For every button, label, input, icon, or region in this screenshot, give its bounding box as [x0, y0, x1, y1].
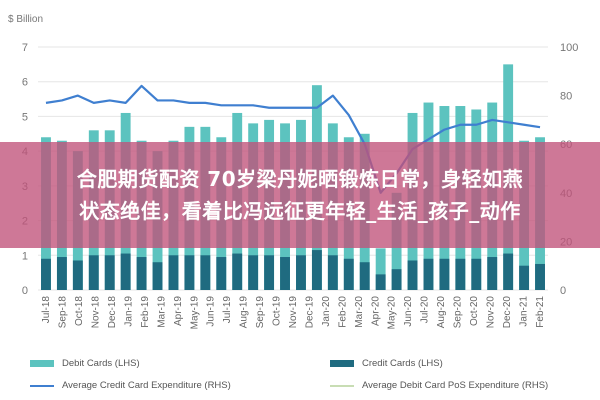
legend-swatch-debit: [30, 360, 54, 367]
x-tick-label: Nov-20: [485, 296, 496, 329]
credit-card-bar: [343, 258, 354, 290]
credit-card-bar: [264, 255, 275, 290]
line-series: [45, 84, 541, 194]
credit-card-bar: [423, 258, 434, 290]
legend-swatch-avg-credit: [30, 384, 54, 387]
credit-card-bar: [519, 265, 530, 290]
x-tick-label: Jul-19: [222, 296, 233, 324]
avg-credit-expenditure-line: [45, 84, 541, 194]
x-tick-label: Sep-19: [255, 296, 266, 329]
credit-card-bar: [375, 274, 386, 290]
x-tick-label: Jan-21: [518, 296, 529, 327]
promo-banner-line-2: 状态绝佳，看着比冯远征更年轻_生活_孩子_动作: [79, 199, 521, 223]
x-tick-label: Apr-19: [173, 296, 184, 326]
credit-card-bar: [503, 253, 514, 290]
legend-label-debit: Debit Cards (LHS): [62, 358, 140, 369]
debit-card-bar: [375, 248, 386, 290]
credit-card-bar: [439, 258, 450, 290]
legend-swatch-avg-debit: [330, 384, 354, 387]
credit-card-bar: [200, 255, 211, 290]
x-tick-label: May-20: [387, 296, 398, 330]
x-tick-label: Apr-20: [370, 296, 381, 326]
left-tick-label: 1: [22, 250, 28, 262]
left-axis-unit: $ Billion: [8, 14, 43, 25]
legend-item-avg-credit: Average Credit Card Expenditure (RHS): [30, 380, 231, 391]
x-tick-label: Mar-20: [354, 296, 365, 328]
credit-card-bar: [407, 260, 418, 290]
x-tick-label: Dec-18: [107, 296, 118, 329]
x-tick-label: Oct-19: [272, 296, 283, 326]
credit-card-bar: [136, 257, 147, 290]
credit-card-bar: [216, 257, 227, 290]
credit-card-bar: [232, 253, 243, 290]
credit-card-bar: [72, 260, 83, 290]
credit-card-bar: [41, 258, 51, 290]
credit-card-bar: [56, 257, 67, 290]
credit-card-bar: [120, 253, 131, 290]
credit-card-bar: [311, 250, 322, 290]
promo-banner-text: 合肥期货配资 70岁梁丹妮晒锻炼日常，身轻如燕 状态绝佳，看着比冯远征更年轻_生…: [0, 163, 600, 227]
right-tick-label: 100: [560, 42, 578, 54]
promo-banner: [0, 142, 600, 248]
left-tick-label: 5: [22, 111, 28, 123]
x-tick-label: Jan-20: [321, 296, 332, 327]
credit-card-bar: [184, 255, 195, 290]
x-tick-label: Jun-19: [206, 296, 217, 327]
credit-card-bar: [296, 255, 306, 290]
right-tick-label: 80: [560, 91, 572, 103]
credit-card-bar: [168, 255, 179, 290]
credit-card-bar: [280, 257, 290, 290]
x-tick-label: Jul-20: [420, 296, 431, 324]
x-tick-label: Sep-20: [453, 296, 464, 329]
legend-item-avg-debit: Average Debit Card PoS Expenditure (RHS): [330, 380, 548, 391]
x-tick-label: Aug-20: [436, 296, 447, 329]
x-tick-label: Feb-20: [337, 296, 348, 328]
credit-card-bar: [248, 255, 259, 290]
credit-card-bar: [487, 257, 498, 290]
x-tick-label: Feb-19: [140, 296, 151, 328]
credit-card-bar: [471, 258, 482, 290]
legend-label-avg-credit: Average Credit Card Expenditure (RHS): [62, 380, 231, 391]
x-tick-label: Dec-19: [304, 296, 315, 329]
legend-label-avg-debit: Average Debit Card PoS Expenditure (RHS): [362, 380, 549, 391]
credit-card-bar: [152, 262, 163, 290]
x-tick-label: Jul-18: [41, 296, 52, 324]
left-tick-label: 0: [22, 285, 28, 297]
x-tick-label: Jun-20: [403, 296, 414, 327]
x-tick-label: Nov-18: [91, 296, 102, 329]
left-tick-label: 6: [22, 77, 28, 89]
x-tick-label: May-19: [189, 296, 200, 330]
x-tick-label: Aug-19: [239, 296, 250, 329]
x-tick-label: Oct-20: [469, 296, 480, 326]
credit-card-bar: [391, 269, 402, 290]
x-tick-label: Sep-18: [58, 296, 69, 329]
legend-swatch-credit: [330, 360, 354, 367]
x-tick-label: Oct-18: [74, 296, 85, 326]
x-tick-label: Dec-20: [502, 296, 513, 329]
credit-card-bar: [104, 255, 115, 290]
x-tick-label: Jan-19: [123, 296, 134, 327]
credit-card-bar: [359, 262, 370, 290]
x-tick-label: Feb-21: [535, 296, 546, 328]
legend-item-debit-cards: Debit Cards (LHS): [30, 358, 140, 369]
credit-card-bar: [455, 258, 466, 290]
promo-banner-line-1: 合肥期货配资 70岁梁丹妮晒锻炼日常，身轻如燕: [76, 167, 524, 191]
credit-card-bar: [88, 255, 99, 290]
legend-label-credit: Credit Cards (LHS): [362, 358, 443, 369]
credit-card-bar: [327, 255, 338, 290]
chart-legend: Debit Cards (LHS) Credit Cards (LHS) Ave…: [20, 354, 590, 398]
right-tick-label: 0: [560, 285, 566, 297]
x-tick-label: Nov-19: [288, 296, 299, 329]
legend-item-credit-cards: Credit Cards (LHS): [330, 358, 443, 369]
x-axis-ticks: Jul-18 Sep-18 Oct-18 Nov-18 Dec-18 Jan-19 Feb-…: [41, 296, 546, 330]
left-tick-label: 7: [22, 42, 28, 54]
credit-card-bar: [535, 263, 545, 290]
x-tick-label: Mar-19: [156, 296, 167, 328]
